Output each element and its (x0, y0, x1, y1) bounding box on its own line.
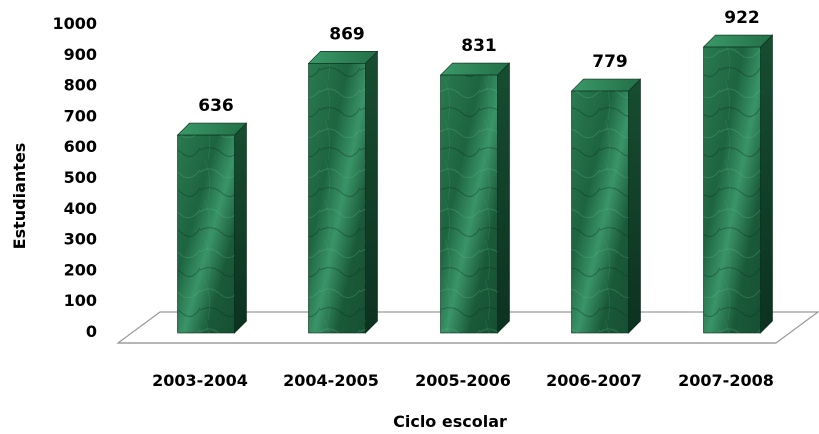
bar: 779 (570, 52, 642, 334)
x-axis-label: Ciclo escolar (393, 412, 507, 431)
data-label: 869 (329, 24, 365, 44)
bar-top (570, 78, 642, 92)
x-tick-label: 2007-2008 (678, 371, 774, 390)
bar-texture (703, 47, 761, 334)
x-tick-label: 2005-2006 (415, 371, 511, 390)
y-tick-label: 0 (86, 322, 97, 341)
y-axis-ticks: 0 100 200 300 400 500 600 700 800 900 1000 (52, 14, 97, 341)
bar: 869 (307, 24, 379, 334)
bar-side (628, 78, 641, 334)
y-tick-label: 800 (64, 76, 97, 95)
bar-side (760, 34, 773, 334)
bars: 636 869 831 779 922 (176, 8, 774, 334)
bar-side (497, 62, 510, 334)
bar-texture (440, 75, 498, 333)
bar-top (702, 34, 774, 48)
data-label: 922 (724, 8, 760, 28)
bar-texture (571, 91, 629, 334)
y-tick-label: 100 (64, 291, 97, 310)
bar: 922 (702, 8, 774, 334)
data-label: 636 (198, 96, 234, 116)
bar-texture (308, 63, 366, 334)
y-tick-label: 200 (64, 260, 97, 279)
data-label: 779 (592, 52, 628, 72)
y-tick-label: 1000 (52, 14, 97, 33)
x-tick-label: 2006-2007 (546, 371, 642, 390)
chart-floor (116, 311, 819, 344)
y-tick-label: 900 (64, 45, 97, 64)
y-tick-label: 700 (64, 106, 97, 125)
bar-texture (177, 135, 235, 333)
y-tick-label: 300 (64, 230, 97, 249)
bar: 831 (439, 36, 511, 334)
x-tick-label: 2003-2004 (152, 371, 248, 390)
bar-top (307, 51, 379, 64)
x-tick-label: 2004-2005 (283, 371, 379, 390)
y-tick-label: 400 (64, 199, 97, 218)
bar-top (439, 62, 511, 76)
y-tick-label: 600 (64, 137, 97, 156)
data-label: 831 (461, 36, 497, 56)
y-tick-label: 500 (64, 168, 97, 187)
y-axis-label: Estudiantes (10, 143, 29, 250)
bar: 636 (176, 96, 248, 334)
bar-side (234, 122, 247, 334)
bar-top (176, 122, 248, 136)
x-axis-ticks: 2003-2004 2004-2005 2005-2006 2006-2007 2007… (152, 371, 774, 390)
bar-side (365, 50, 378, 334)
